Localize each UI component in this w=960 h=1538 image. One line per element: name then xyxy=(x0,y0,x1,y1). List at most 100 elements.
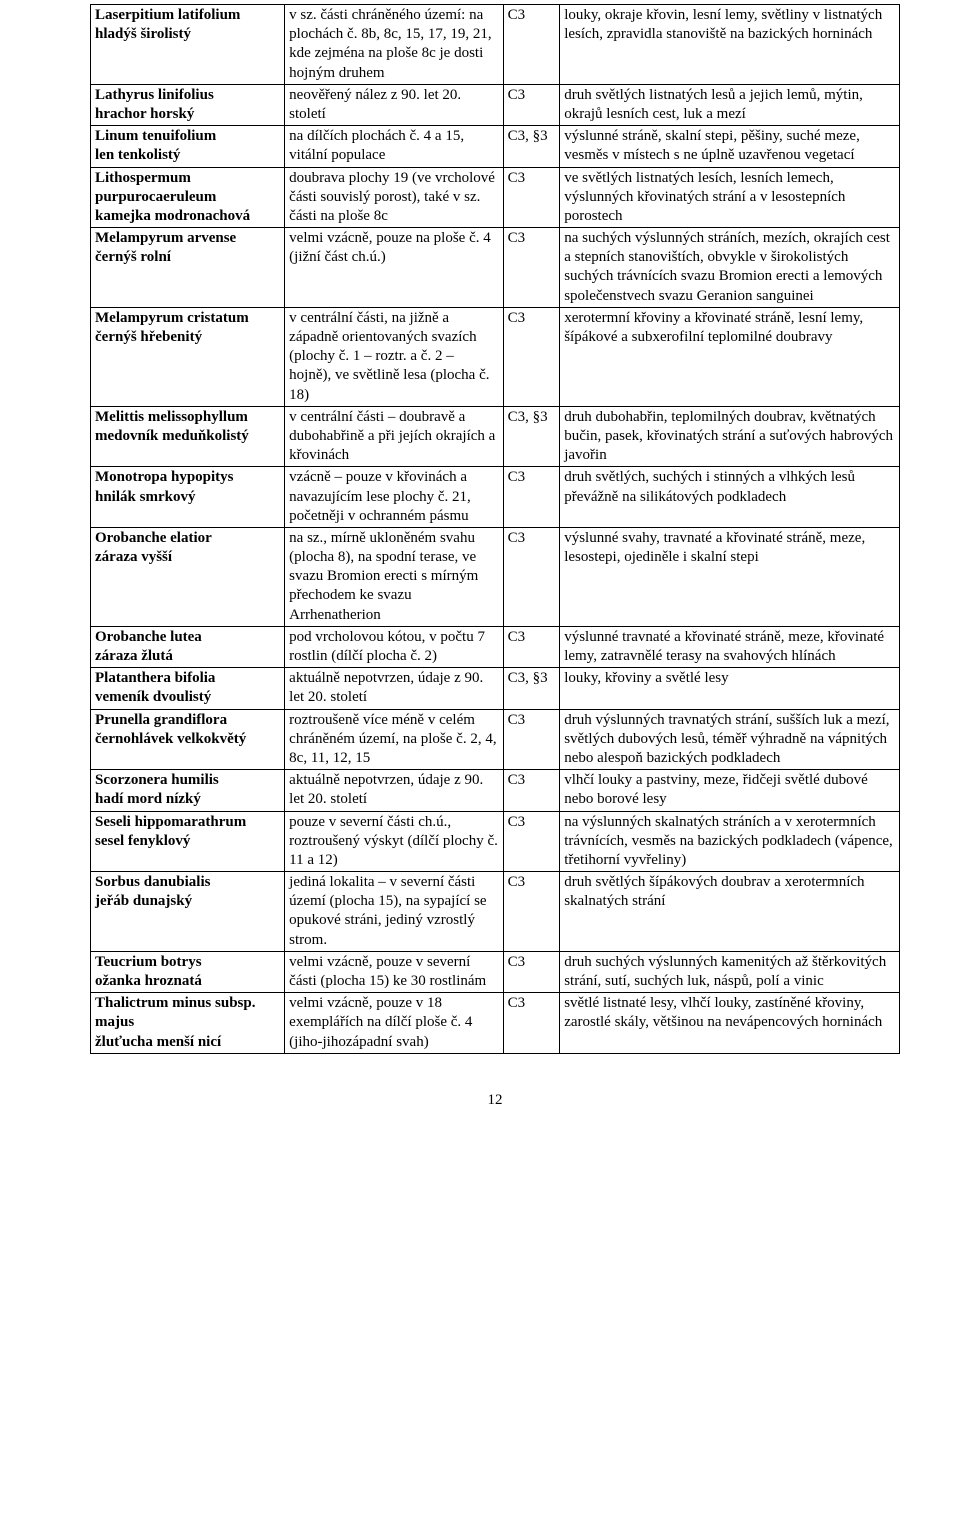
habitat-cell: výslunné stráně, skalní stepi, pěšiny, s… xyxy=(560,126,900,167)
category-cell: C3 xyxy=(503,527,560,626)
table-row: Seseli hippomarathrumsesel fenyklovýpouz… xyxy=(91,811,900,872)
document-page: Laserpitium latifolium hladýš širolistý v … xyxy=(0,0,960,1133)
habitat-cell: louky, křoviny a světlé lesy xyxy=(560,668,900,709)
habitat-cell: druh dubohabřin, teplomilných doubrav, k… xyxy=(560,406,900,467)
common-name: hladýš širolistý xyxy=(95,26,191,42)
scientific-name: Melampyrum arvense xyxy=(95,230,236,246)
location-cell: velmi vzácně, pouze v severní části (plo… xyxy=(285,951,503,992)
habitat-cell: ve světlých listnatých lesích, lesních l… xyxy=(560,167,900,228)
table-row: Thalictrum minus subsp. majus žluťucha me… xyxy=(91,993,900,1054)
location-cell: velmi vzácně, pouze v 18 exemplářích na … xyxy=(285,993,503,1054)
location-cell: v centrální části, na jižně a západně or… xyxy=(285,307,503,406)
habitat-cell: druh suchých výslunných kamenitých až št… xyxy=(560,951,900,992)
location-cell: na dílčích plochách č. 4 a 15, vitální p… xyxy=(285,126,503,167)
common-name: černohlávek velkokvětý xyxy=(95,731,246,747)
category-cell: C3 xyxy=(503,993,560,1054)
species-name-cell: Lathyrus linifolius hrachor horský xyxy=(91,84,285,125)
location-cell: roztroušeně více méně v celém chráněném … xyxy=(285,709,503,770)
habitat-cell: výslunné travnaté a křovinaté stráně, me… xyxy=(560,626,900,667)
scientific-name: Scorzonera humilis xyxy=(95,772,219,788)
category-cell: C3 xyxy=(503,84,560,125)
category-cell: C3 xyxy=(503,5,560,85)
table-row: Lathyrus linifolius hrachor horský neověře… xyxy=(91,84,900,125)
scientific-name: Platanthera bifolia xyxy=(95,670,215,686)
species-name-cell: Laserpitium latifolium hladýš širolistý xyxy=(91,5,285,85)
species-table: Laserpitium latifolium hladýš širolistý v … xyxy=(90,4,900,1054)
table-row: Monotropa hypopitys hnilák smrkový vzácně … xyxy=(91,467,900,528)
table-row: Melampyrum arvensečernýš rolnívelmi vzác… xyxy=(91,228,900,308)
scientific-name: Orobanche elatior xyxy=(95,530,212,546)
scientific-name: Monotropa hypopitys xyxy=(95,469,234,485)
common-name: záraza vyšší xyxy=(95,549,172,565)
table-row: Melittis melissophyllummedovník meduňkol… xyxy=(91,406,900,467)
species-name-cell: Seseli hippomarathrumsesel fenyklový xyxy=(91,811,285,872)
species-name-cell: Linum tenuifolium len tenkolistý xyxy=(91,126,285,167)
scientific-name: Lithospermum purpurocaeruleum xyxy=(95,170,216,205)
species-name-cell: Melampyrum arvensečernýš rolní xyxy=(91,228,285,308)
category-cell: C3 xyxy=(503,467,560,528)
scientific-name: Thalictrum minus subsp. majus xyxy=(95,995,255,1030)
habitat-cell: druh výslunných travnatých strání, sušší… xyxy=(560,709,900,770)
location-cell: na sz., mírně ukloněném svahu (plocha 8)… xyxy=(285,527,503,626)
category-cell: C3 xyxy=(503,709,560,770)
common-name: hrachor horský xyxy=(95,106,194,122)
table-row: Linum tenuifolium len tenkolistý na dílčíc… xyxy=(91,126,900,167)
species-name-cell: Thalictrum minus subsp. majus žluťucha me… xyxy=(91,993,285,1054)
species-name-cell: Melittis melissophyllummedovník meduňkol… xyxy=(91,406,285,467)
category-cell: C3, §3 xyxy=(503,126,560,167)
species-name-cell: Orobanche luteazáraza žlutá xyxy=(91,626,285,667)
location-cell: doubrava plochy 19 (ve vrcholové části s… xyxy=(285,167,503,228)
table-row: Teucrium botrys ožanka hroznatá velmi vzác… xyxy=(91,951,900,992)
common-name: hnilák smrkový xyxy=(95,489,195,505)
location-cell: vzácně – pouze v křovinách a navazujícím… xyxy=(285,467,503,528)
category-cell: C3 xyxy=(503,626,560,667)
species-name-cell: Melampyrum cristatumčernýš hřebenitý xyxy=(91,307,285,406)
common-name: žluťucha menší nicí xyxy=(95,1034,221,1050)
species-name-cell: Scorzonera humilishadí mord nízký xyxy=(91,770,285,811)
category-cell: C3 xyxy=(503,872,560,952)
location-cell: aktuálně nepotvrzen, údaje z 90. let 20.… xyxy=(285,770,503,811)
table-row: Lithospermum purpurocaeruleum kamejka mod… xyxy=(91,167,900,228)
species-name-cell: Platanthera bifoliavemeník dvoulistý xyxy=(91,668,285,709)
habitat-cell: světlé listnaté lesy, vlhčí louky, zastí… xyxy=(560,993,900,1054)
page-number: 12 xyxy=(90,1092,900,1109)
common-name: jeřáb dunajský xyxy=(95,893,192,909)
category-cell: C3 xyxy=(503,951,560,992)
category-cell: C3 xyxy=(503,228,560,308)
category-cell: C3, §3 xyxy=(503,668,560,709)
habitat-cell: druh světlých, suchých i stinných a vlhk… xyxy=(560,467,900,528)
common-name: len tenkolistý xyxy=(95,147,180,163)
scientific-name: Teucrium botrys xyxy=(95,954,202,970)
category-cell: C3 xyxy=(503,167,560,228)
category-cell: C3 xyxy=(503,811,560,872)
common-name: ožanka hroznatá xyxy=(95,973,202,989)
common-name: záraza žlutá xyxy=(95,648,173,664)
species-name-cell: Lithospermum purpurocaeruleum kamejka mod… xyxy=(91,167,285,228)
location-cell: v centrální části – doubravě a dubohabři… xyxy=(285,406,503,467)
common-name: černýš hřebenitý xyxy=(95,329,202,345)
table-row: Sorbus danubialisjeřáb dunajskýjediná lo… xyxy=(91,872,900,952)
common-name: kamejka modronachová xyxy=(95,208,250,224)
habitat-cell: xerotermní křoviny a křovinaté stráně, l… xyxy=(560,307,900,406)
scientific-name: Sorbus danubialis xyxy=(95,874,210,890)
category-cell: C3 xyxy=(503,307,560,406)
location-cell: v sz. části chráněného území: na plochác… xyxy=(285,5,503,85)
table-row: Prunella grandifloračernohlávek velkokvě… xyxy=(91,709,900,770)
species-name-cell: Prunella grandifloračernohlávek velkokvě… xyxy=(91,709,285,770)
table-row: Scorzonera humilishadí mord nízkýaktuáln… xyxy=(91,770,900,811)
table-row: Laserpitium latifolium hladýš širolistý v … xyxy=(91,5,900,85)
table-row: Orobanche elatior záraza vyšší na sz., mír… xyxy=(91,527,900,626)
scientific-name: Lathyrus linifolius xyxy=(95,87,214,103)
table-row: Orobanche luteazáraza žlutápod vrcholovo… xyxy=(91,626,900,667)
scientific-name: Seseli hippomarathrum xyxy=(95,814,246,830)
scientific-name: Laserpitium latifolium xyxy=(95,7,240,23)
location-cell: aktuálně nepotvrzen, údaje z 90. let 20.… xyxy=(285,668,503,709)
location-cell: neověřený nález z 90. let 20. století xyxy=(285,84,503,125)
location-cell: pouze v severní části ch.ú., roztroušený… xyxy=(285,811,503,872)
habitat-cell: druh světlých listnatých lesů a jejich l… xyxy=(560,84,900,125)
habitat-cell: druh světlých šípákových doubrav a xerot… xyxy=(560,872,900,952)
habitat-cell: vlhčí louky a pastviny, meze, řidčeji sv… xyxy=(560,770,900,811)
scientific-name: Linum tenuifolium xyxy=(95,128,216,144)
category-cell: C3 xyxy=(503,770,560,811)
scientific-name: Melittis melissophyllum xyxy=(95,409,248,425)
